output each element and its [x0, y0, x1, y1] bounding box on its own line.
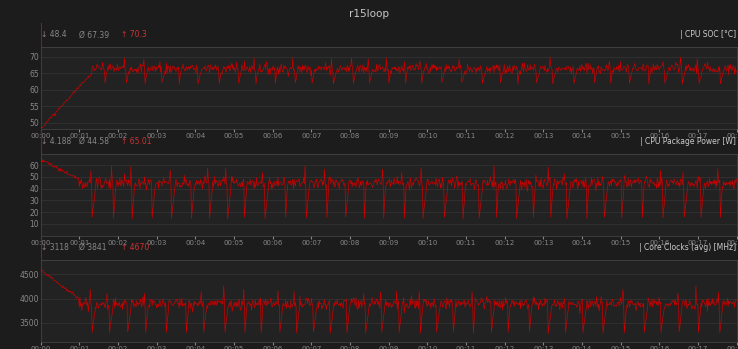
- Text: ↓ 48.4: ↓ 48.4: [41, 30, 67, 39]
- Text: ↓ 3118: ↓ 3118: [41, 243, 69, 252]
- Text: ↓ 4.188: ↓ 4.188: [41, 137, 72, 146]
- Text: ↑ 65.01: ↑ 65.01: [120, 137, 151, 146]
- Text: ↑ 4670: ↑ 4670: [120, 243, 149, 252]
- Text: | CPU Package Power [W]: | CPU Package Power [W]: [640, 137, 736, 146]
- Text: Ø 44.58: Ø 44.58: [79, 137, 109, 146]
- Text: ↑ 70.3: ↑ 70.3: [120, 30, 146, 39]
- Text: | Core Clocks (avg) [MHz]: | Core Clocks (avg) [MHz]: [638, 243, 736, 252]
- Text: Ø 3841: Ø 3841: [79, 243, 106, 252]
- Text: | CPU SOC [°C]: | CPU SOC [°C]: [680, 30, 736, 39]
- Text: r15loop: r15loop: [349, 9, 389, 19]
- Text: Ø 67.39: Ø 67.39: [79, 30, 109, 39]
